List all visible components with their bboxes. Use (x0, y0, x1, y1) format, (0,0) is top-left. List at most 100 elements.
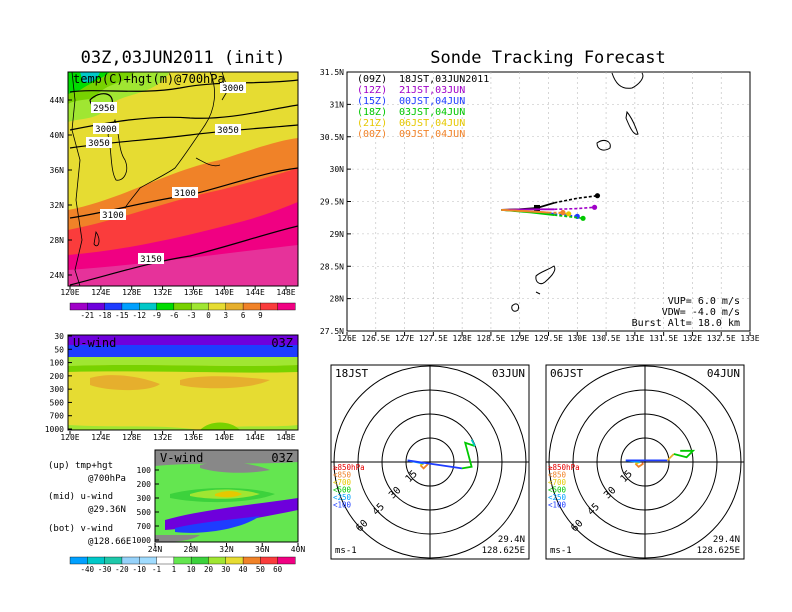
x-tick-label: 127E (395, 334, 414, 343)
left-title: 03Z,03JUN2011 (init) (81, 48, 286, 68)
track-endpoint (591, 204, 598, 210)
map-lon-ticks: 120E 124E 128E 132E 136E 140E 144E 148E (60, 286, 296, 297)
hodo-legend-item: <850 (548, 471, 567, 480)
colorbar-swatch (260, 556, 279, 565)
temp-height-map: 2950 3000 3000 3050 3050 3100 3100 3150 … (50, 71, 299, 297)
colorbar-label: -3 (187, 311, 196, 320)
y-tick-label: 50 (54, 345, 64, 354)
x-tick-label: 140E (215, 288, 234, 297)
colorbar-swatch (104, 302, 123, 311)
launch-code: (21Z) (357, 118, 387, 129)
temp-colorbar: -21 -18 -15 -12 -9 -6 -3 0 3 6 9 (69, 302, 296, 320)
y-tick-label: 32N (50, 201, 65, 210)
track-line-dashed (554, 213, 578, 218)
hodo-date: 03JUN (492, 367, 525, 380)
legend-line: (bot) v-wind (48, 524, 113, 534)
track-endpoint (566, 211, 572, 217)
colorbar-swatch (69, 556, 88, 565)
v-wind-pressure-ticks: 100 200 300 500 700 1000 (132, 466, 159, 545)
wind-segment (419, 462, 430, 470)
colorbar-swatch (87, 302, 106, 311)
y-tick-label: 31N (330, 100, 345, 109)
u-wind-time: 03Z (271, 336, 293, 350)
x-tick-label: 132E (153, 288, 172, 297)
contour-labels: 2950 3000 3000 3050 3050 3100 3100 3150 (86, 82, 246, 265)
y-tick-label: 200 (137, 480, 152, 489)
track-endpoint (580, 215, 586, 221)
x-tick-label: 129E (510, 334, 529, 343)
colorbar-swatch (121, 556, 140, 565)
contour-label: 3000 (222, 84, 244, 94)
hodo-legend-item: ≥850hPa (333, 463, 365, 472)
vup-value: VUP= 6.0 m/s (668, 296, 740, 307)
hodo-legend-item: <850 (333, 471, 352, 480)
hodo-lon: 128.625E (697, 546, 740, 556)
colorbar-label: 10 (187, 565, 197, 574)
hodo-lat: 29.4N (713, 535, 740, 545)
x-tick-label: 131E (625, 334, 644, 343)
colorbar-swatch (225, 556, 244, 565)
contour-label: 3000 (95, 125, 117, 135)
colorbar-label: -40 (81, 565, 95, 574)
x-tick-label: 148E (276, 433, 295, 442)
y-tick-label: 29.5N (320, 198, 344, 207)
track-endpoint (594, 193, 601, 199)
x-tick-label: 148E (276, 288, 295, 297)
x-tick-label: 28N (184, 545, 199, 554)
launch-code: (00Z) (357, 129, 387, 140)
tracking-lon-ticks: 126E 126.5E 127E 127.5E 128E 128.5E 129E 129.5E… (337, 332, 760, 343)
y-tick-label: 1000 (45, 425, 64, 434)
x-tick-label: 32N (219, 545, 234, 554)
launch-time: 00JST,04JUN (399, 96, 465, 107)
v-wind-time: 03Z (271, 451, 293, 465)
hodo-lat: 29.4N (498, 535, 525, 545)
x-tick-label: 133E (740, 334, 759, 343)
colorbar-label: 60 (273, 565, 283, 574)
hodo-time: 06JST (550, 367, 583, 380)
y-tick-label: 500 (137, 508, 152, 517)
colorbar-label: 6 (241, 311, 246, 320)
sonde-tracks (501, 193, 601, 221)
colorbar-label: -20 (115, 565, 129, 574)
hodo-legend-item: <500 (333, 486, 352, 495)
wind-segment (666, 453, 675, 462)
contour-label: 3050 (217, 126, 239, 136)
y-tick-label: 30 (54, 332, 64, 341)
x-tick-label: 124E (91, 433, 110, 442)
colorbar-label: -12 (132, 311, 146, 320)
colorbar-label: 30 (221, 565, 231, 574)
x-tick-label: 120E (60, 433, 79, 442)
burst-altitude: Burst Alt= 18.0 km (632, 318, 740, 329)
hodo-date: 04JUN (707, 367, 740, 380)
hodo-unit: ms-1 (550, 546, 572, 556)
y-tick-label: 700 (137, 522, 152, 531)
x-tick-label: 127.5E (419, 334, 448, 343)
hodo-legend-item: <500 (548, 486, 567, 495)
x-tick-label: 130E (568, 334, 587, 343)
x-tick-label: 144E (246, 433, 265, 442)
x-tick-label: 128E (122, 433, 141, 442)
colorbar-label: -6 (169, 311, 179, 320)
legend-line: @128.66E (88, 537, 131, 547)
colorbar-label: 1 (172, 565, 177, 574)
hodo-unit: ms-1 (335, 546, 357, 556)
y-tick-label: 28N (330, 295, 345, 304)
launch-time: 03JST,04JUN (399, 107, 465, 118)
y-tick-label: 30.5N (320, 133, 344, 142)
map-variable-label: temp(C)+hgt(m)@700hPa (73, 72, 225, 86)
hodo-legend-item: ≥850hPa (548, 463, 580, 472)
wind-segment (407, 459, 463, 470)
colorbar-label: 3 (224, 311, 229, 320)
y-tick-label: 28.5N (320, 262, 344, 271)
islands (511, 72, 644, 312)
colorbar-swatch (242, 302, 261, 311)
x-tick-label: 128E (122, 288, 141, 297)
launch-time: 18JST,03JUN2011 (399, 74, 489, 85)
y-tick-label: 30N (330, 165, 345, 174)
launch-time: 06JST,04JUN (399, 118, 465, 129)
legend-line: (up) tmp+hgt (48, 461, 113, 471)
hodo-lon: 128.625E (482, 546, 525, 556)
launch-code: (15Z) (357, 96, 387, 107)
map-lat-ticks: 44N 40N 36N 32N 28N 24N (50, 96, 72, 280)
wind-segment (470, 439, 476, 447)
